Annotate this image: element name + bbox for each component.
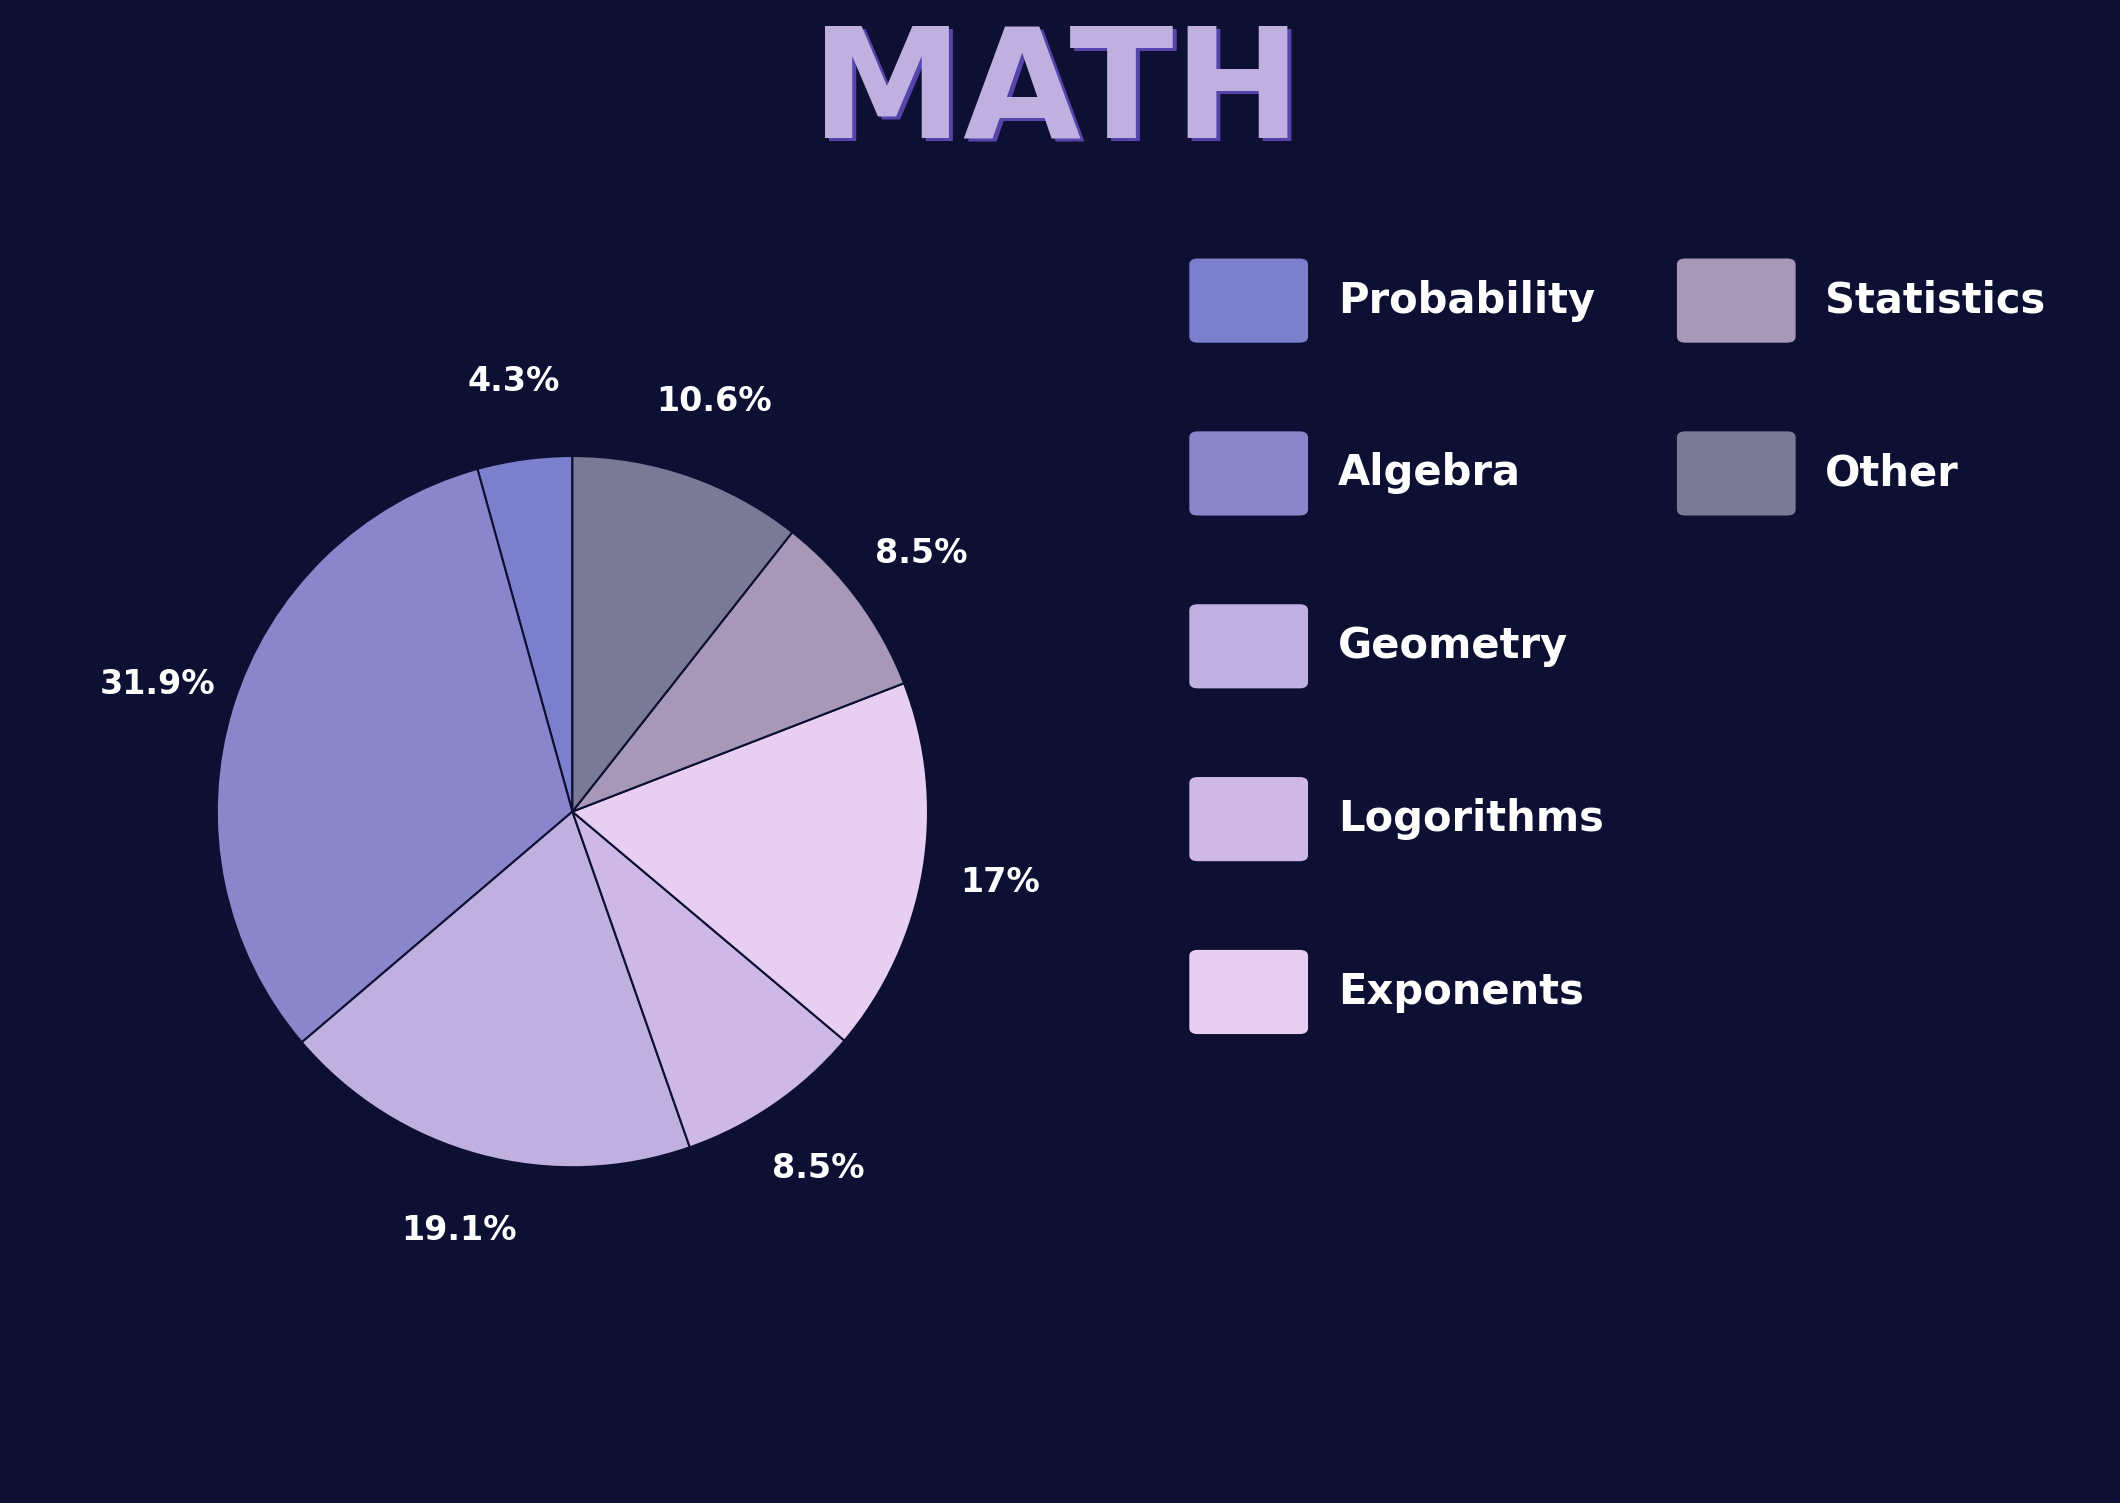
Wedge shape — [572, 455, 793, 812]
Text: 19.1%: 19.1% — [401, 1214, 517, 1247]
Text: 8.5%: 8.5% — [772, 1153, 865, 1186]
Text: 31.9%: 31.9% — [100, 667, 216, 700]
Text: Probability: Probability — [1338, 280, 1594, 322]
Text: 8.5%: 8.5% — [876, 537, 967, 570]
Text: Exponents: Exponents — [1338, 971, 1584, 1013]
Wedge shape — [572, 684, 929, 1040]
Wedge shape — [477, 455, 572, 812]
Text: Algebra: Algebra — [1338, 452, 1520, 494]
Text: Geometry: Geometry — [1338, 625, 1569, 667]
Text: MATH: MATH — [810, 20, 1302, 170]
Text: 10.6%: 10.6% — [657, 385, 772, 418]
Text: Statistics: Statistics — [1825, 280, 2046, 322]
Wedge shape — [301, 812, 689, 1168]
Text: Other: Other — [1825, 452, 1959, 494]
Wedge shape — [216, 469, 572, 1043]
Wedge shape — [572, 812, 844, 1147]
Text: Logorithms: Logorithms — [1338, 798, 1603, 840]
Text: MATH: MATH — [814, 23, 1306, 173]
Text: 17%: 17% — [960, 866, 1041, 899]
Text: 4.3%: 4.3% — [469, 365, 560, 398]
Wedge shape — [572, 532, 903, 812]
